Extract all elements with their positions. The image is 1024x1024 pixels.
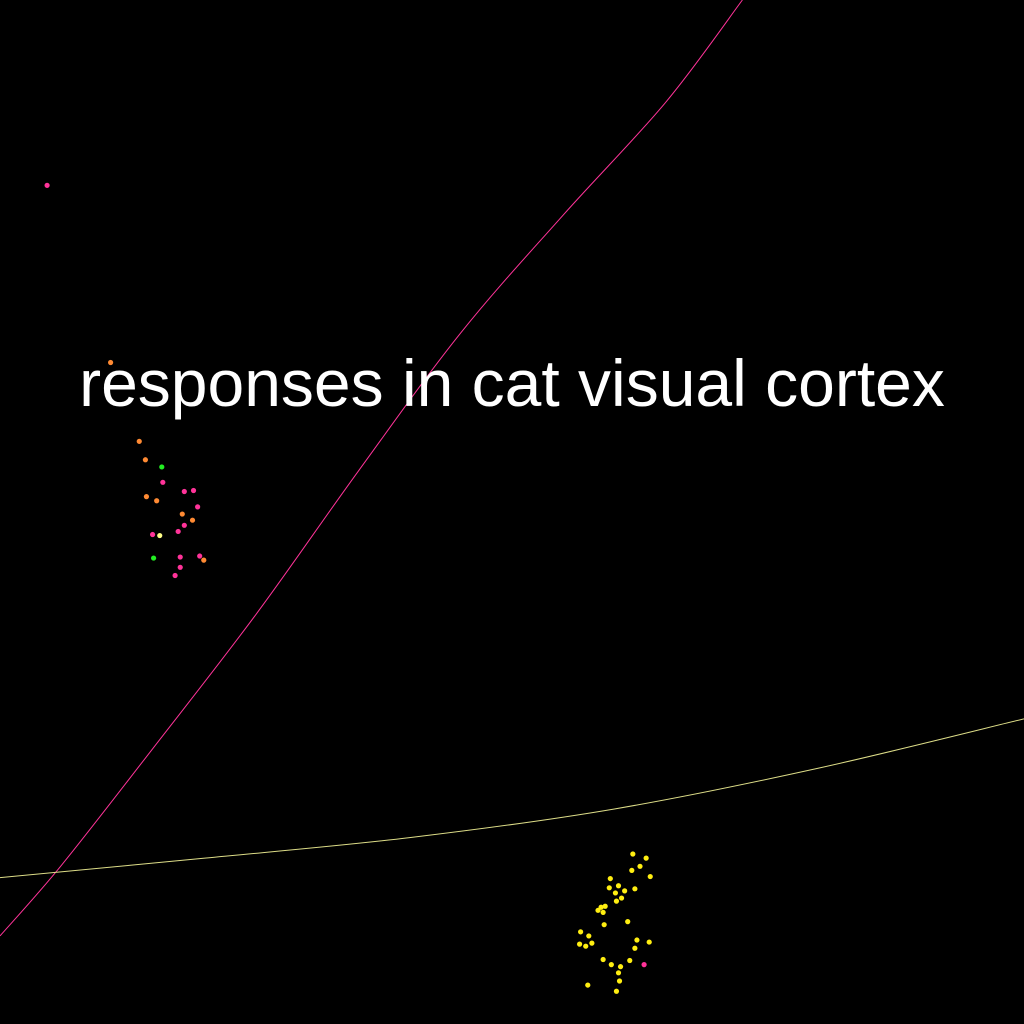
data-point — [586, 933, 592, 939]
data-point — [632, 886, 638, 892]
data-point — [601, 922, 607, 928]
data-point — [172, 572, 178, 579]
data-point — [630, 851, 636, 857]
data-point — [195, 504, 201, 510]
data-point — [142, 457, 149, 463]
data-point — [622, 888, 628, 894]
data-point — [107, 359, 114, 366]
data-point — [177, 564, 183, 570]
data-point — [613, 898, 620, 904]
data-point — [576, 941, 583, 947]
data-point — [181, 522, 187, 528]
data-point — [618, 895, 625, 901]
data-point — [634, 937, 640, 943]
data-point — [44, 182, 50, 188]
data-point — [615, 883, 622, 889]
data-point — [637, 863, 643, 869]
data-point — [157, 532, 163, 539]
data-point — [629, 867, 635, 874]
data-point — [149, 531, 156, 538]
data-point — [616, 978, 623, 984]
data-point — [600, 956, 606, 963]
data-point — [632, 945, 638, 951]
data-point — [598, 904, 604, 910]
data-point — [175, 528, 181, 535]
data-point — [613, 988, 620, 994]
data-point — [608, 962, 614, 968]
data-point — [159, 464, 165, 470]
data-point — [189, 517, 196, 523]
fit-curve-2 — [0, 718, 1024, 879]
data-point — [612, 890, 619, 896]
data-point — [585, 982, 591, 988]
data-point — [143, 494, 150, 500]
data-point — [643, 855, 649, 861]
data-point — [600, 909, 606, 915]
data-point — [151, 555, 157, 561]
data-point — [641, 962, 647, 968]
data-point — [181, 488, 187, 495]
data-point — [607, 875, 613, 882]
data-point — [179, 511, 185, 517]
data-point — [177, 554, 183, 560]
data-point — [201, 557, 207, 563]
data-point — [606, 885, 612, 891]
data-point — [602, 903, 608, 909]
data-point — [136, 438, 142, 444]
data-point — [615, 970, 622, 976]
data-point — [625, 919, 631, 925]
fit-curve-1 — [0, 0, 743, 937]
data-point — [627, 957, 633, 964]
data-point — [154, 498, 160, 504]
data-point — [646, 939, 652, 945]
data-point — [197, 553, 203, 559]
data-point — [160, 479, 166, 485]
data-point — [589, 940, 595, 946]
curves-layer — [0, 0, 1024, 937]
data-point — [578, 929, 584, 935]
points-layer — [44, 182, 653, 994]
data-point — [190, 487, 197, 494]
data-point — [647, 873, 653, 880]
data-point — [583, 943, 589, 949]
data-point — [617, 964, 624, 970]
